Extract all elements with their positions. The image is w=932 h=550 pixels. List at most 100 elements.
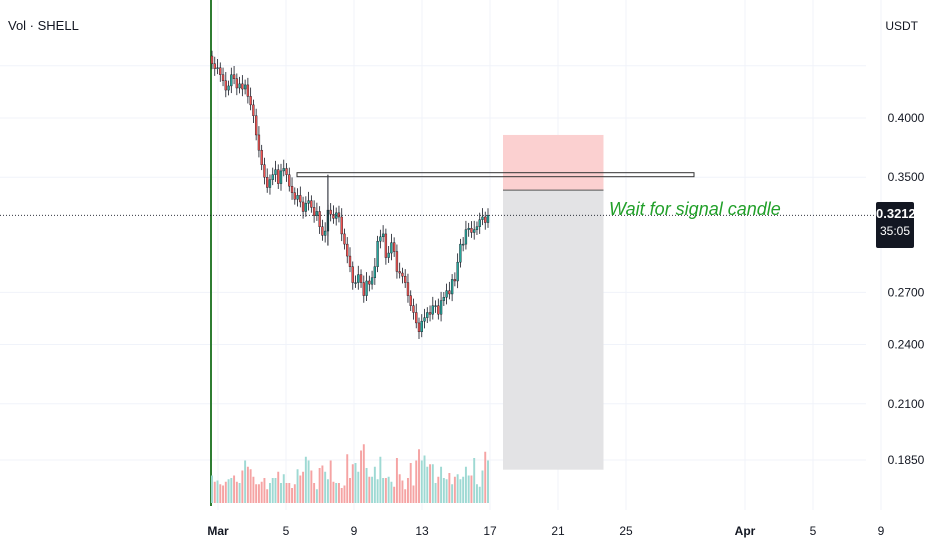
candle-body — [252, 104, 255, 116]
volume-bar — [440, 466, 443, 503]
y-axis-ticks: 0.4000 0.3500 0.2700 0.2400 0.2100 0.1850 — [888, 111, 925, 467]
candle-body — [219, 67, 222, 75]
x-tick-label: 5 — [810, 524, 817, 538]
volume-bar — [216, 480, 219, 503]
position-zones — [503, 134, 604, 470]
volume-bar — [365, 468, 368, 503]
candle-body — [293, 192, 296, 200]
candle-body — [337, 212, 341, 218]
candle-body — [282, 168, 285, 172]
volume-bar — [233, 475, 236, 503]
volume-bar — [241, 470, 244, 503]
volume-bar — [249, 469, 252, 503]
volume-bar — [429, 464, 432, 503]
volume-bar — [291, 488, 294, 503]
candle-body — [379, 236, 382, 242]
candle-body — [437, 305, 440, 315]
candle-body — [390, 242, 393, 254]
volume-bar — [409, 463, 412, 503]
volume-bar — [412, 485, 415, 503]
volume-bar — [481, 470, 484, 503]
volume-bar — [244, 460, 247, 503]
volume-bar — [418, 449, 420, 503]
volume-bar — [277, 471, 280, 503]
candlesticks — [210, 50, 490, 339]
candle-body — [461, 243, 465, 246]
candle-body — [442, 297, 446, 301]
candle-body — [453, 279, 457, 282]
candle-body — [384, 233, 388, 258]
candle-body — [428, 312, 432, 315]
volume-bar — [351, 464, 354, 503]
candle-body — [434, 305, 437, 307]
volume-bar — [426, 466, 429, 503]
volume-bar — [274, 478, 277, 503]
candle-body — [409, 295, 412, 306]
candle-body — [401, 272, 404, 277]
volume-bar — [318, 468, 321, 503]
volume-bars — [211, 444, 489, 503]
volume-bar — [373, 466, 376, 503]
volume-bar — [313, 483, 316, 503]
candle-body — [376, 240, 379, 267]
volume-bar — [423, 455, 426, 503]
candle-body — [486, 215, 490, 223]
volume-bar — [299, 475, 302, 503]
volume-bar — [415, 460, 418, 503]
candle-body — [301, 201, 305, 212]
volume-bar — [266, 489, 269, 503]
volume-bar — [376, 479, 379, 503]
volume-bar — [395, 458, 398, 503]
candle-body — [448, 290, 451, 295]
volume-bar — [238, 483, 241, 503]
candle-body — [227, 85, 230, 91]
volume-bar — [304, 456, 307, 503]
candle-body — [260, 149, 263, 165]
volume-bar — [362, 444, 365, 503]
volume-bar — [470, 475, 473, 503]
candle-body — [459, 243, 462, 263]
x-tick-label: 5 — [283, 524, 290, 538]
candle-body — [257, 134, 261, 151]
candle-body — [473, 229, 476, 233]
volume-bar — [211, 475, 213, 503]
volume-bar — [360, 450, 363, 503]
candle-body — [370, 277, 374, 285]
current-price: 0.3212 — [876, 206, 916, 222]
candle-body — [439, 300, 443, 315]
chart-grid — [0, 0, 882, 510]
candle-body — [392, 242, 396, 252]
resistance-line — [296, 172, 695, 178]
candle-body — [263, 164, 266, 178]
candle-body — [346, 243, 349, 257]
x-tick-label: 21 — [551, 524, 565, 538]
volume-bar — [462, 476, 465, 503]
volume-bar — [252, 476, 255, 503]
candle-body — [412, 305, 415, 313]
volume-bar — [321, 465, 324, 503]
candle-body — [478, 219, 481, 227]
volume-bar — [434, 483, 437, 503]
volume-bar — [368, 476, 371, 503]
volume-bar — [371, 476, 374, 503]
candle-body — [318, 211, 321, 227]
volume-bar — [255, 484, 258, 503]
volume-bar — [260, 481, 263, 503]
candle-body — [359, 274, 363, 283]
volume-bar — [387, 476, 390, 503]
candle-body — [238, 83, 241, 89]
candle-body — [467, 227, 470, 230]
candle-body — [387, 252, 390, 258]
volume-bar — [329, 460, 332, 503]
candle-body — [423, 317, 426, 322]
candle-body — [417, 322, 421, 333]
candle-body — [381, 233, 385, 238]
volume-bar — [390, 481, 393, 503]
volume-bar — [445, 479, 448, 503]
candle-body — [304, 203, 308, 212]
volume-bar — [282, 474, 285, 503]
x-tick-label: 17 — [483, 524, 497, 538]
volume-bar — [315, 489, 318, 503]
candle-body — [241, 83, 244, 90]
